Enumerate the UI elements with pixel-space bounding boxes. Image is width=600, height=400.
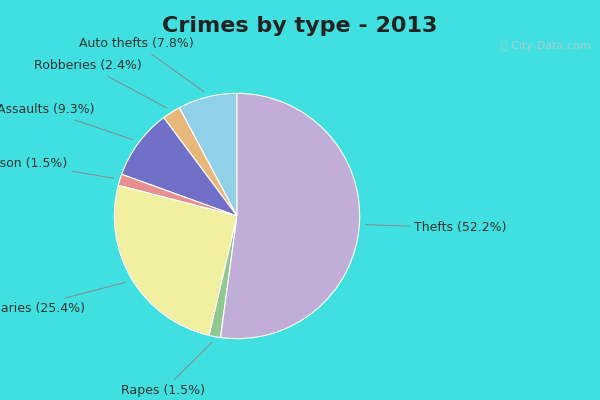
Text: Auto thefts (7.8%): Auto thefts (7.8%) xyxy=(79,37,204,92)
Text: Thefts (52.2%): Thefts (52.2%) xyxy=(366,222,507,234)
Wedge shape xyxy=(122,118,237,216)
Wedge shape xyxy=(220,93,359,339)
Text: Burglaries (25.4%): Burglaries (25.4%) xyxy=(0,282,126,315)
Wedge shape xyxy=(179,93,237,216)
Wedge shape xyxy=(164,108,237,216)
Text: Robberies (2.4%): Robberies (2.4%) xyxy=(34,59,167,108)
Wedge shape xyxy=(209,216,237,338)
Text: Arson (1.5%): Arson (1.5%) xyxy=(0,157,113,178)
Wedge shape xyxy=(118,174,237,216)
Text: Rapes (1.5%): Rapes (1.5%) xyxy=(121,342,212,398)
Text: Assaults (9.3%): Assaults (9.3%) xyxy=(0,104,133,140)
Text: ⓘ City-Data.com: ⓘ City-Data.com xyxy=(501,41,591,51)
Wedge shape xyxy=(115,185,237,336)
Text: Crimes by type - 2013: Crimes by type - 2013 xyxy=(163,16,437,36)
